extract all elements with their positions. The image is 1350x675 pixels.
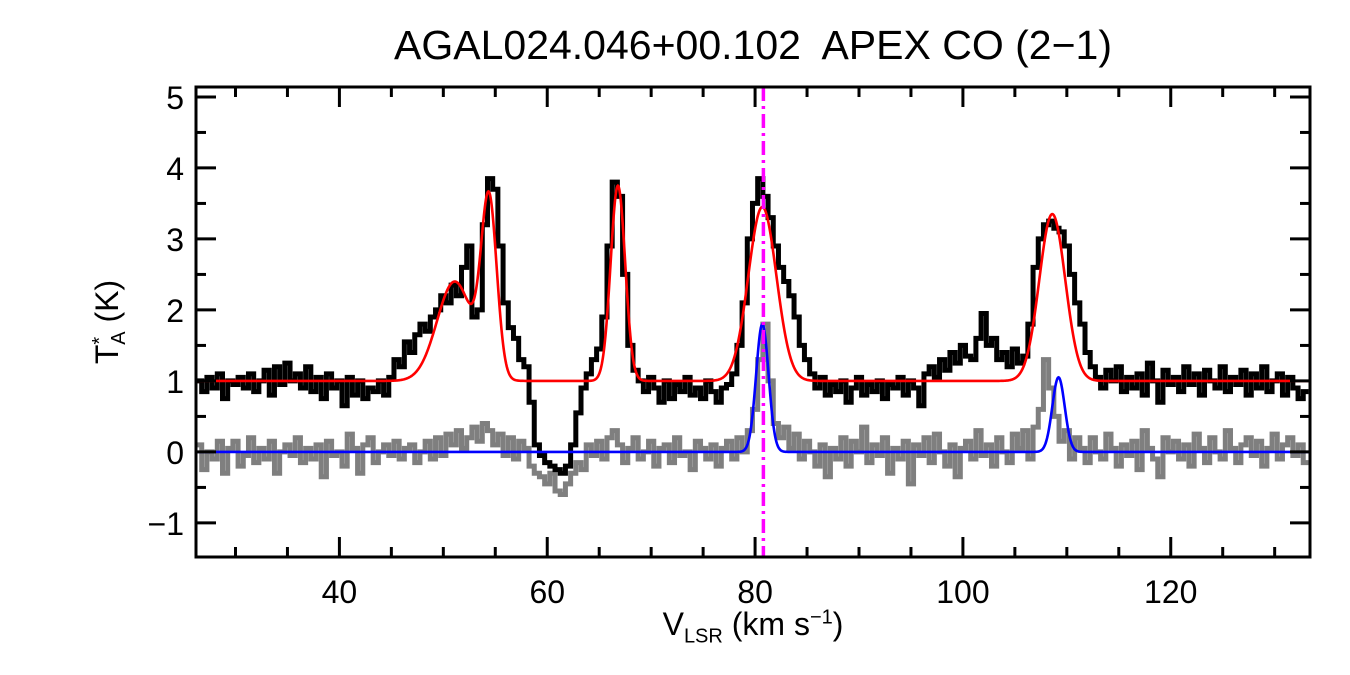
x-label-end: ) [832,606,844,642]
y-tick-label: 3 [166,222,184,258]
x-tick-label: 100 [936,574,989,610]
y-tick-label: 0 [166,435,184,471]
x-label-sub: LSR [683,625,723,648]
x-tick-label: 80 [737,574,773,610]
y-tick-label: −1 [148,506,184,542]
x-tick-label: 40 [322,574,358,610]
x-label-rest: (km s [722,606,810,642]
x-label-sup: −1 [809,606,833,629]
x-tick-label: 60 [529,574,565,610]
y-tick-label: 2 [166,293,184,329]
chart-title: AGAL024.046+00.102 APEX CO (2−1) [394,22,1112,68]
plot-frame [194,85,1312,559]
blue-gaussian-fit [196,322,1310,454]
red-gaussian-fit [196,183,1310,383]
x-tick-label: 120 [1144,574,1197,610]
y-tick-label: 1 [166,364,184,400]
observed-spectrum [196,176,1309,476]
y-tick-label: 4 [166,151,184,187]
x-label-main: V [662,606,684,642]
y-tick-label: 5 [166,80,184,116]
x-axis-label: VLSR (km s−1) [196,606,1310,648]
